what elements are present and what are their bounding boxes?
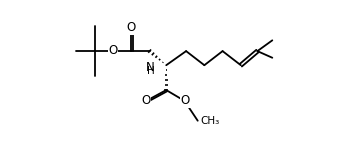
Text: O: O <box>126 21 135 34</box>
Text: H: H <box>147 66 154 76</box>
Text: CH₃: CH₃ <box>201 116 220 126</box>
Text: O: O <box>109 44 118 57</box>
Text: O: O <box>141 94 150 107</box>
Text: N: N <box>146 61 155 74</box>
Text: O: O <box>181 94 190 107</box>
